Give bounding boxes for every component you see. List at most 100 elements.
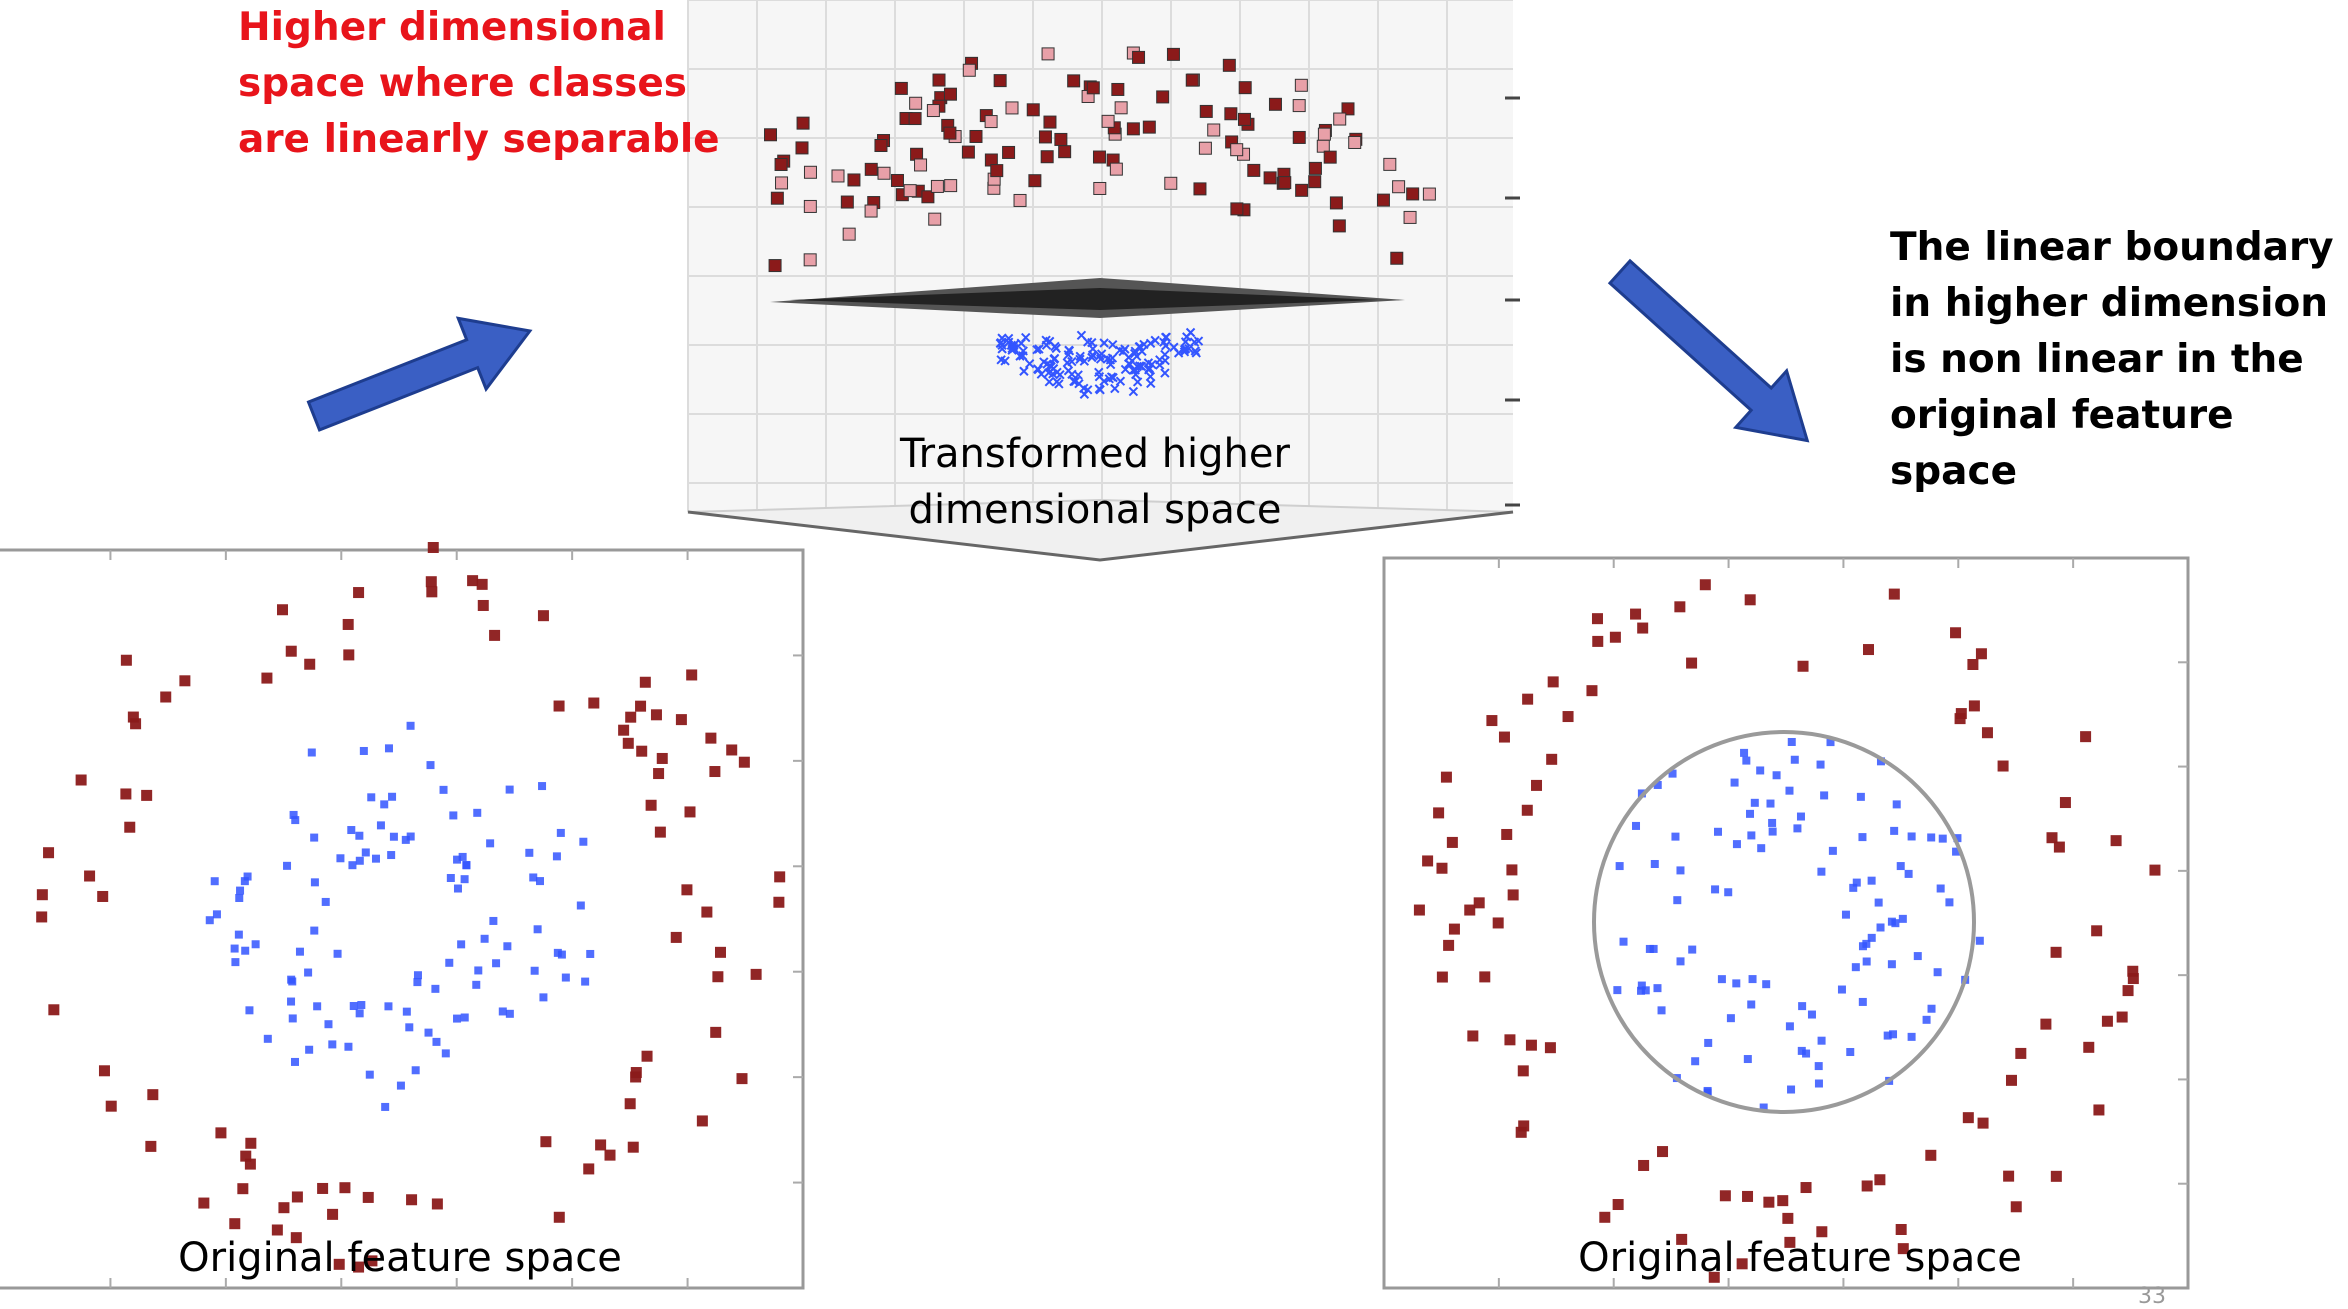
blue-class-point bbox=[411, 1066, 420, 1075]
separating-plane-shade bbox=[790, 288, 1380, 310]
boundary-note: The linear boundary in higher dimension … bbox=[1890, 225, 2334, 494]
red-class-point bbox=[2059, 797, 2071, 809]
blue-class-point bbox=[1076, 330, 1087, 341]
red-class-point bbox=[1562, 711, 1574, 723]
red-class-point bbox=[1383, 157, 1397, 171]
blue-class-point bbox=[997, 340, 1007, 350]
blue-class-point bbox=[413, 971, 422, 980]
transformed-space-plot bbox=[687, 0, 1520, 562]
red-class-point bbox=[2010, 1201, 2022, 1213]
blue-class-point bbox=[1874, 898, 1883, 907]
red-class-point bbox=[1719, 1190, 1731, 1202]
red-class-point bbox=[1498, 731, 1510, 743]
red-class-point bbox=[1592, 635, 1604, 647]
red-class-point bbox=[1086, 81, 1100, 95]
red-class-point bbox=[684, 806, 696, 818]
blue-class-point bbox=[1173, 348, 1184, 358]
red-class-point bbox=[1329, 196, 1343, 210]
blue-class-point bbox=[1883, 1031, 1892, 1040]
blue-class-point bbox=[1657, 1006, 1666, 1015]
red-class-point bbox=[84, 870, 96, 882]
blue-class-point bbox=[424, 1028, 433, 1037]
blue-class-point bbox=[480, 934, 489, 943]
blue-class-point bbox=[1161, 341, 1171, 351]
red-class-point bbox=[1038, 130, 1052, 144]
caption-original-right: Original feature space bbox=[1578, 1235, 2022, 1281]
blue-class-point bbox=[525, 848, 534, 857]
red-class-point bbox=[426, 586, 438, 598]
blue-class-point bbox=[1671, 832, 1680, 841]
red-class-point bbox=[1005, 101, 1019, 115]
blue-class-point bbox=[287, 975, 296, 984]
red-class-point bbox=[2116, 1011, 2128, 1023]
red-class-point bbox=[1308, 175, 1322, 189]
blue-class-point bbox=[1021, 332, 1031, 343]
red-class-point bbox=[726, 744, 738, 756]
caption-transformed-space: Transformed higher dimensional space bbox=[900, 431, 1290, 533]
red-class-point bbox=[215, 1127, 227, 1139]
red-class-point bbox=[1413, 904, 1425, 916]
red-class-point bbox=[840, 195, 854, 209]
red-class-point bbox=[2040, 1018, 2052, 1030]
blue-class-point bbox=[1757, 844, 1766, 853]
red-class-point bbox=[1002, 145, 1016, 159]
blue-class-point bbox=[1858, 997, 1867, 1006]
red-class-point bbox=[2053, 841, 2065, 853]
red-class-point bbox=[1224, 107, 1238, 121]
red-class-point bbox=[1518, 1120, 1530, 1132]
red-class-point bbox=[1736, 1258, 1748, 1270]
red-class-point bbox=[1156, 90, 1170, 104]
red-class-point bbox=[1515, 1126, 1527, 1138]
red-class-point bbox=[1026, 103, 1040, 117]
red-class-point bbox=[984, 115, 998, 129]
red-class-point bbox=[1950, 627, 1962, 639]
blue-class-point bbox=[347, 826, 356, 835]
blue-class-point bbox=[321, 897, 330, 906]
blue-class-point bbox=[561, 973, 570, 982]
blue-class-point bbox=[245, 1006, 254, 1015]
red-class-point bbox=[736, 1073, 748, 1085]
red-class-point bbox=[1222, 58, 1236, 72]
red-class-point bbox=[2046, 832, 2058, 844]
red-class-point bbox=[641, 1050, 653, 1062]
plot-left-ticks bbox=[109, 550, 803, 1288]
red-class-point bbox=[961, 145, 975, 159]
blue-class-point bbox=[1033, 364, 1043, 375]
blue-class-point bbox=[289, 810, 298, 819]
blue-class-point bbox=[1107, 353, 1118, 363]
red-class-point bbox=[1544, 1042, 1556, 1054]
blue-class-point bbox=[1160, 368, 1170, 378]
red-class-point bbox=[1975, 648, 1987, 660]
red-class-point bbox=[890, 173, 904, 187]
blue-class-point bbox=[1128, 365, 1138, 375]
red-class-point bbox=[636, 745, 648, 757]
blue-class-point bbox=[1816, 760, 1825, 769]
red-class-point bbox=[1777, 1195, 1789, 1207]
red-class-point bbox=[179, 675, 191, 687]
blue-class-point bbox=[234, 930, 243, 939]
red-class-point bbox=[1166, 47, 1180, 61]
red-class-point bbox=[1185, 73, 1199, 87]
red-class-point bbox=[2149, 864, 2161, 876]
red-class-point bbox=[476, 578, 488, 590]
red-class-point bbox=[1521, 804, 1533, 816]
red-class-point bbox=[1467, 1030, 1479, 1042]
blue-class-point bbox=[1837, 985, 1846, 994]
red-class-point bbox=[1874, 1174, 1886, 1186]
blue-class-point bbox=[552, 852, 561, 861]
red-class-point bbox=[1443, 939, 1455, 951]
blue-class-point bbox=[1032, 344, 1042, 355]
blue-class-point bbox=[1743, 1055, 1752, 1064]
red-class-point bbox=[877, 166, 891, 180]
blue-class-point bbox=[313, 1002, 322, 1011]
red-class-point bbox=[645, 799, 657, 811]
blue-class-point bbox=[304, 968, 313, 977]
red-class-point bbox=[932, 73, 946, 87]
red-class-point bbox=[2093, 1104, 2105, 1116]
red-class-point bbox=[244, 1158, 256, 1170]
blue-class-point bbox=[1150, 335, 1160, 346]
red-class-point bbox=[943, 87, 957, 101]
red-class-point bbox=[773, 896, 785, 908]
red-class-point bbox=[1591, 613, 1603, 625]
blue-class-point bbox=[1945, 898, 1954, 907]
